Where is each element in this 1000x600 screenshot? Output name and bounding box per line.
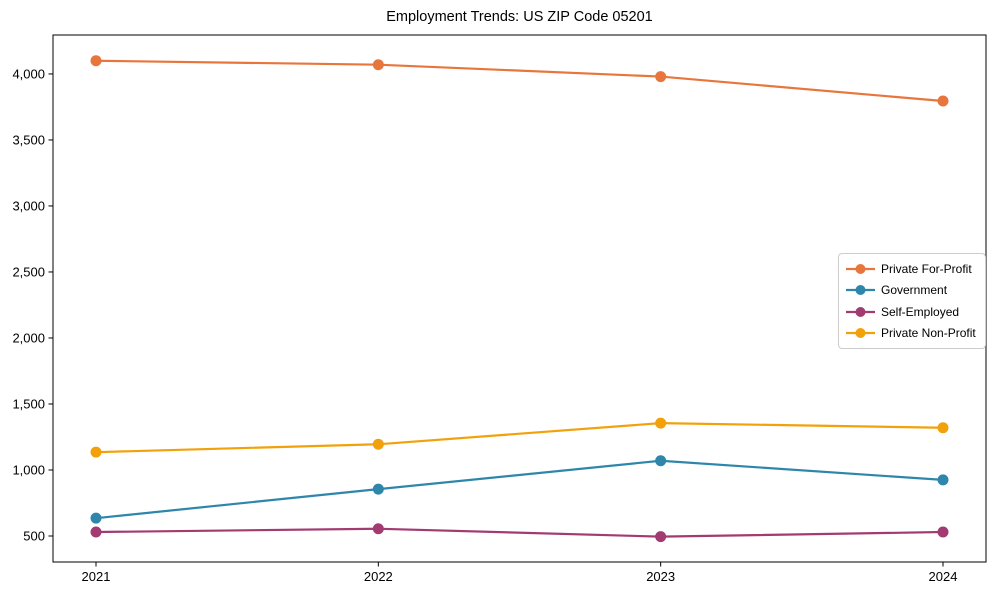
data-point-self-employed: [655, 531, 667, 543]
data-point-self-employed: [90, 526, 102, 538]
data-point-private-non-profit: [90, 446, 102, 458]
legend-item-label: Private For-Profit: [881, 261, 972, 276]
legend-sample-dot: [855, 285, 866, 296]
data-point-self-employed: [937, 526, 949, 538]
x-tick-label: 2021: [82, 569, 111, 584]
x-tick-label: 2022: [364, 569, 393, 584]
data-point-private-for-profit: [90, 55, 102, 67]
data-point-private-for-profit: [937, 95, 949, 107]
legend-sample-dot: [855, 306, 866, 317]
y-tick-label: 2,000: [12, 330, 45, 345]
legend-sample-dot: [855, 328, 866, 339]
data-point-private-for-profit: [655, 71, 667, 83]
series-line-private-non-profit: [95, 422, 944, 454]
legend: Private For-Profit Government Self-Employe…: [838, 253, 986, 349]
data-point-self-employed: [372, 523, 384, 535]
y-tick-label: 3,000: [12, 198, 45, 213]
data-point-government: [655, 455, 667, 467]
x-tick-label: 2024: [929, 569, 958, 584]
legend-item-self-employed: Self-Employed: [846, 301, 976, 323]
legend-item-label: Self-Employed: [881, 304, 960, 319]
data-point-government: [90, 512, 102, 524]
data-point-private-for-profit: [372, 59, 384, 71]
y-tick-label: 1,000: [12, 462, 45, 477]
chart-title: Employment Trends: US ZIP Code 05201: [386, 9, 653, 25]
x-tick-label: 2023: [646, 569, 675, 584]
y-tick-label: 4,000: [12, 66, 45, 81]
legend-item-government: Government: [846, 280, 976, 302]
y-tick-label: 3,500: [12, 132, 45, 147]
series-line-government: [95, 459, 944, 520]
y-tick-label: 1,500: [12, 396, 45, 411]
y-tick-label: 2,500: [12, 264, 45, 279]
legend-marker-government: [846, 285, 875, 296]
data-point-private-non-profit: [372, 438, 384, 450]
data-point-private-non-profit: [937, 422, 949, 434]
series-line-self-employed: [95, 527, 944, 538]
legend-sample-dot: [855, 263, 866, 274]
plot-border: [52, 34, 987, 563]
legend-marker-self-employed: [846, 306, 875, 317]
legend-item-label: Private Non-Profit: [881, 326, 976, 341]
data-point-government: [937, 474, 949, 486]
y-tick-label: 500: [23, 528, 45, 543]
legend-item-private-for-profit: Private For-Profit: [846, 258, 976, 280]
legend-marker-private-non-profit: [846, 328, 875, 339]
data-point-government: [372, 483, 384, 495]
series-line-private-for-profit: [95, 59, 944, 103]
legend-item-label: Government: [881, 283, 948, 298]
legend-marker-private-for-profit: [846, 263, 875, 274]
legend-item-private-non-profit: Private Non-Profit: [846, 323, 976, 345]
data-point-private-non-profit: [655, 417, 667, 429]
